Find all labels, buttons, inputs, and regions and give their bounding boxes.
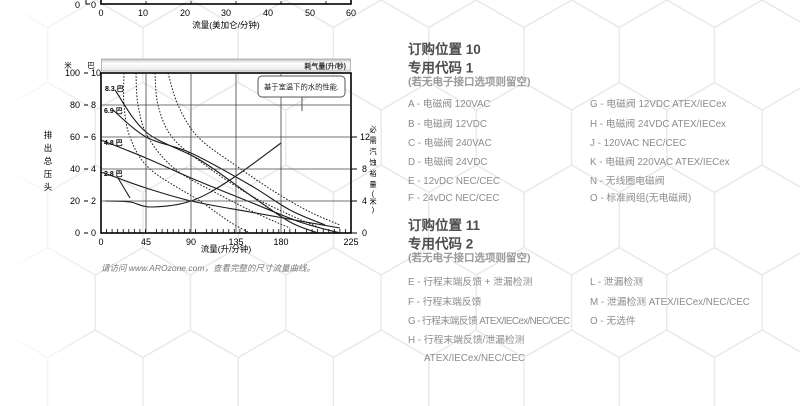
svg-text:流量(升/分钟): 流量(升/分钟) [201, 244, 252, 254]
svg-text:0: 0 [91, 0, 96, 10]
svg-text:耗气量(升/秒): 耗气量(升/秒) [304, 62, 346, 71]
svg-text:基于室温下的水的性能.: 基于室温下的水的性能. [264, 83, 339, 92]
svg-text:排: 排 [44, 130, 53, 140]
svg-text:需: 需 [369, 136, 376, 145]
svg-text:4: 4 [91, 164, 96, 174]
svg-text:180: 180 [273, 237, 288, 247]
svg-text:压: 压 [44, 169, 53, 179]
svg-text:0: 0 [98, 8, 103, 18]
svg-text:ATEX/IECex/NEC/CEC: ATEX/IECex/NEC/CEC [424, 353, 525, 364]
svg-text:E - 12vDC NEC/CEC: E - 12vDC NEC/CEC [408, 176, 500, 187]
svg-text:4: 4 [362, 196, 367, 206]
svg-text:巴: 巴 [87, 61, 95, 70]
svg-text:10: 10 [138, 8, 148, 18]
svg-text:H - 行程末端反馈/泄漏检测: H - 行程末端反馈/泄漏检测 [408, 333, 525, 346]
svg-text:J - 120VAC NEC/CEC: J - 120VAC NEC/CEC [590, 138, 686, 149]
svg-text:45: 45 [141, 237, 151, 247]
svg-text:F - 24vDC NEC/CEC: F - 24vDC NEC/CEC [408, 193, 499, 204]
svg-text:订购位置 10: 订购位置 10 [408, 41, 481, 57]
svg-text:0: 0 [75, 0, 80, 10]
svg-text:头: 头 [44, 182, 53, 192]
svg-text:订购位置 11: 订购位置 11 [408, 217, 481, 233]
svg-text:流量(美加仑/分钟): 流量(美加仑/分钟) [192, 20, 260, 30]
svg-text:40: 40 [263, 8, 273, 18]
svg-text:6.9 巴: 6.9 巴 [104, 107, 123, 115]
svg-text:必: 必 [369, 125, 377, 134]
svg-text:225: 225 [343, 237, 358, 247]
svg-text:K - 电磁阀 220VAC ATEX/IECex: K - 电磁阀 220VAC ATEX/IECex [590, 155, 730, 168]
svg-text:B - 电磁阀 12VDC: B - 电磁阀 12VDC [408, 117, 487, 130]
svg-text:4.8 巴: 4.8 巴 [104, 139, 123, 147]
svg-text:2.8 巴: 2.8 巴 [104, 170, 123, 178]
svg-text:8.3 巴: 8.3 巴 [105, 85, 124, 93]
svg-text:专用代码 1: 专用代码 1 [408, 60, 474, 76]
svg-text:80: 80 [70, 100, 80, 110]
svg-text:8: 8 [91, 100, 96, 110]
svg-text:O - 无选件: O - 无选件 [590, 314, 636, 327]
svg-text:20: 20 [70, 196, 80, 206]
svg-text:E - 行程末端反馈 + 泄漏检测: E - 行程末端反馈 + 泄漏检测 [408, 275, 533, 288]
svg-text:): ) [372, 205, 374, 214]
svg-text:50: 50 [305, 8, 315, 18]
svg-text:米: 米 [64, 60, 72, 70]
svg-text:O - 标准阀组(无电磁阀): O - 标准阀组(无电磁阀) [590, 191, 691, 204]
svg-text:F - 行程末端反馈: F - 行程末端反馈 [408, 295, 482, 308]
svg-text:0: 0 [91, 228, 96, 238]
svg-text:总: 总 [44, 156, 53, 166]
svg-text:G - 电磁阀 12VDC ATEX/IECex: G - 电磁阀 12VDC ATEX/IECex [590, 97, 727, 110]
svg-text:30: 30 [221, 8, 231, 18]
svg-text:0: 0 [98, 237, 103, 247]
svg-text:H - 电磁阀 24VDC ATEX/IECex: H - 电磁阀 24VDC ATEX/IECex [590, 117, 726, 130]
svg-text:C - 电磁阀 240VAC: C - 电磁阀 240VAC [408, 136, 492, 149]
svg-text:60: 60 [70, 132, 80, 142]
svg-text:2: 2 [91, 196, 96, 206]
svg-text:8: 8 [362, 164, 367, 174]
svg-text:出: 出 [44, 143, 53, 153]
svg-text:40: 40 [70, 164, 80, 174]
svg-text:D - 电磁阀 24VDC: D - 电磁阀 24VDC [408, 155, 487, 168]
svg-text:90: 90 [186, 237, 196, 247]
svg-text:0: 0 [75, 228, 80, 238]
svg-text:专用代码 2: 专用代码 2 [408, 236, 473, 252]
svg-text:量: 量 [369, 180, 376, 189]
svg-text:裕: 裕 [369, 169, 376, 178]
svg-text:汽: 汽 [369, 147, 377, 156]
svg-text:G - 行程末端反馈 ATEX/IECex/NEC/CEC: G - 行程末端反馈 ATEX/IECex/NEC/CEC [408, 314, 570, 327]
svg-text:6: 6 [91, 132, 96, 142]
svg-text:请访问 www.AROzone.com，查看完整的尺寸流量曲: 请访问 www.AROzone.com，查看完整的尺寸流量曲线。 [101, 263, 315, 273]
svg-text:A - 电磁阀 120VAC: A - 电磁阀 120VAC [408, 97, 491, 110]
svg-text:蚀: 蚀 [369, 158, 376, 167]
svg-text:20: 20 [180, 8, 190, 18]
svg-text:L - 泄漏检测: L - 泄漏检测 [590, 275, 643, 288]
svg-text:N - 无线圈电磁阀: N - 无线圈电磁阀 [590, 174, 665, 187]
svg-text:60: 60 [346, 8, 356, 18]
svg-text:(若无电子接口选项则留空): (若无电子接口选项则留空) [408, 75, 531, 88]
svg-text:(若无电子接口选项则留空): (若无电子接口选项则留空) [408, 251, 531, 264]
svg-text:0: 0 [362, 228, 367, 238]
svg-text:M - 泄漏检测 ATEX/IECex/NEC/CEC: M - 泄漏检测 ATEX/IECex/NEC/CEC [590, 295, 750, 308]
